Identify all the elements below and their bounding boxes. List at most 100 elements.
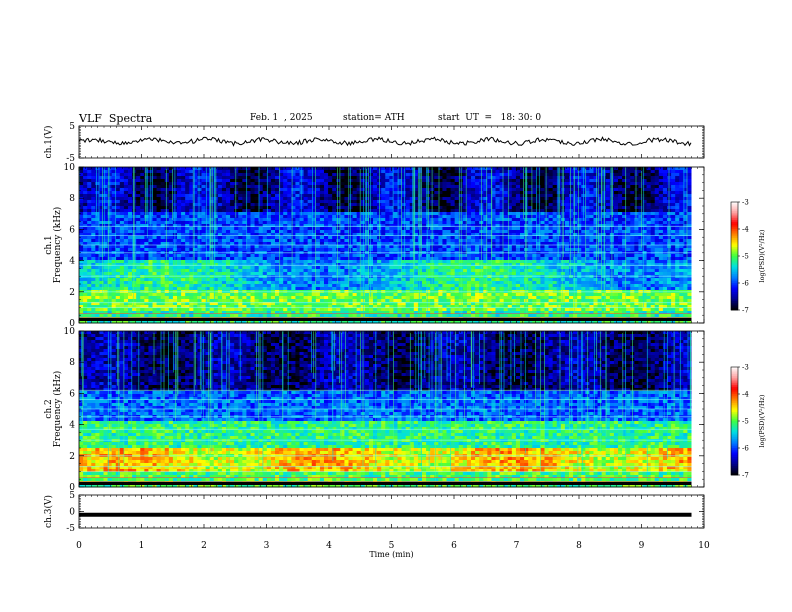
ch1-cell — [512, 218, 517, 222]
ch1-cell — [369, 209, 374, 213]
ch1-cell — [569, 224, 574, 228]
ch1-cell — [91, 215, 96, 219]
ch1-cell — [181, 170, 186, 174]
ch1-cell — [165, 179, 170, 183]
ch1-cell — [283, 173, 288, 177]
ch1-cell — [687, 254, 692, 258]
ch1-cell — [643, 197, 648, 201]
ch1-cell — [393, 221, 398, 225]
ch1-cell — [573, 239, 578, 243]
ch1-cell — [545, 203, 550, 207]
ch1-cell — [557, 185, 562, 189]
ch1-cell — [671, 257, 676, 261]
ch1-cell — [255, 248, 260, 252]
ch1-cell — [630, 263, 635, 267]
ch1-cell — [251, 206, 256, 210]
ch1-cell — [361, 224, 366, 228]
ch1-cell — [238, 179, 243, 183]
ch1-cell — [369, 176, 374, 180]
ch1-cell — [483, 239, 488, 243]
ch1-cell — [344, 212, 349, 216]
ch1-cell — [614, 197, 619, 201]
ch1-cell — [512, 167, 517, 171]
ch1-cell — [626, 263, 631, 267]
ch1-cell — [99, 206, 104, 210]
ch1-cell — [651, 212, 656, 216]
ch1-cell — [549, 170, 554, 174]
ch1-cell — [181, 200, 186, 204]
ch1-cell — [308, 236, 313, 240]
ch1-cell — [451, 167, 456, 171]
ch1-cell — [79, 215, 84, 219]
ch1-cell — [630, 200, 635, 204]
ch1-cell — [655, 182, 660, 186]
ch1-cell — [422, 224, 427, 228]
ch1-cell — [614, 245, 619, 249]
ch1-cell — [185, 221, 190, 225]
ch1-cell — [83, 200, 88, 204]
ch1-cell — [169, 263, 174, 267]
ch1-cell — [295, 182, 300, 186]
ch1-cell — [99, 260, 104, 264]
ch1-cell — [353, 167, 358, 171]
ch1-cell — [185, 200, 190, 204]
ch1-cell — [455, 197, 460, 201]
ch1-cell — [177, 194, 182, 198]
ch1-cell — [218, 266, 223, 270]
ch1-cell — [516, 197, 521, 201]
ch1-cell — [246, 176, 251, 180]
ch1-cell — [500, 236, 505, 240]
ch1-cell — [451, 206, 456, 210]
ch1-cell — [324, 245, 329, 249]
ch1-cell — [328, 185, 333, 189]
ch1-cell — [647, 254, 652, 258]
ch1-cell — [148, 260, 153, 264]
ch1-cell — [185, 179, 190, 183]
ch1-cell — [242, 257, 247, 261]
ch1-cell — [651, 191, 656, 195]
ch1-cell — [430, 206, 435, 210]
ch1-cell — [157, 191, 162, 195]
ch1-cell — [361, 260, 366, 264]
ch1-cell — [626, 176, 631, 180]
ch1-cell — [169, 230, 174, 234]
ch1-cell — [451, 212, 456, 216]
ch1-cell — [373, 221, 378, 225]
ch1-cell — [308, 221, 313, 225]
ch1-cell — [565, 221, 570, 225]
ch1-cell — [202, 185, 207, 189]
ch1-cell — [373, 194, 378, 198]
ch1-cell — [361, 173, 366, 177]
ch1-cell — [369, 194, 374, 198]
ch1-cell — [451, 176, 456, 180]
ch1-cell — [161, 185, 166, 189]
ch1-cell — [263, 263, 268, 267]
ch1-cell — [475, 221, 480, 225]
ch1-cell — [577, 212, 582, 216]
ch1-cell — [328, 236, 333, 240]
ch1-cell — [618, 239, 623, 243]
ch1-cell — [91, 212, 96, 216]
ch1-cell — [422, 227, 427, 231]
ch1-cell — [377, 260, 382, 264]
ch1-cell — [487, 194, 492, 198]
ch1-cell — [569, 206, 574, 210]
ch1-cell — [671, 170, 676, 174]
ch1-cell — [463, 257, 468, 261]
ch1-cell — [655, 239, 660, 243]
ch1-cell — [487, 224, 492, 228]
ch1-cell — [226, 188, 231, 192]
ch1-cell — [557, 173, 562, 177]
ch1-cell — [275, 227, 280, 231]
ch1-cell — [467, 200, 472, 204]
ch1-cell — [99, 176, 104, 180]
ch1-cell — [467, 203, 472, 207]
ch1-cell — [549, 236, 554, 240]
ch1-cell — [483, 209, 488, 213]
ch1-cell — [83, 227, 88, 231]
ch1-cell — [679, 185, 684, 189]
ch1-cell — [136, 224, 141, 228]
ch1-cell — [234, 254, 239, 258]
ch1-cell — [300, 248, 305, 252]
ch1-cell — [651, 182, 656, 186]
